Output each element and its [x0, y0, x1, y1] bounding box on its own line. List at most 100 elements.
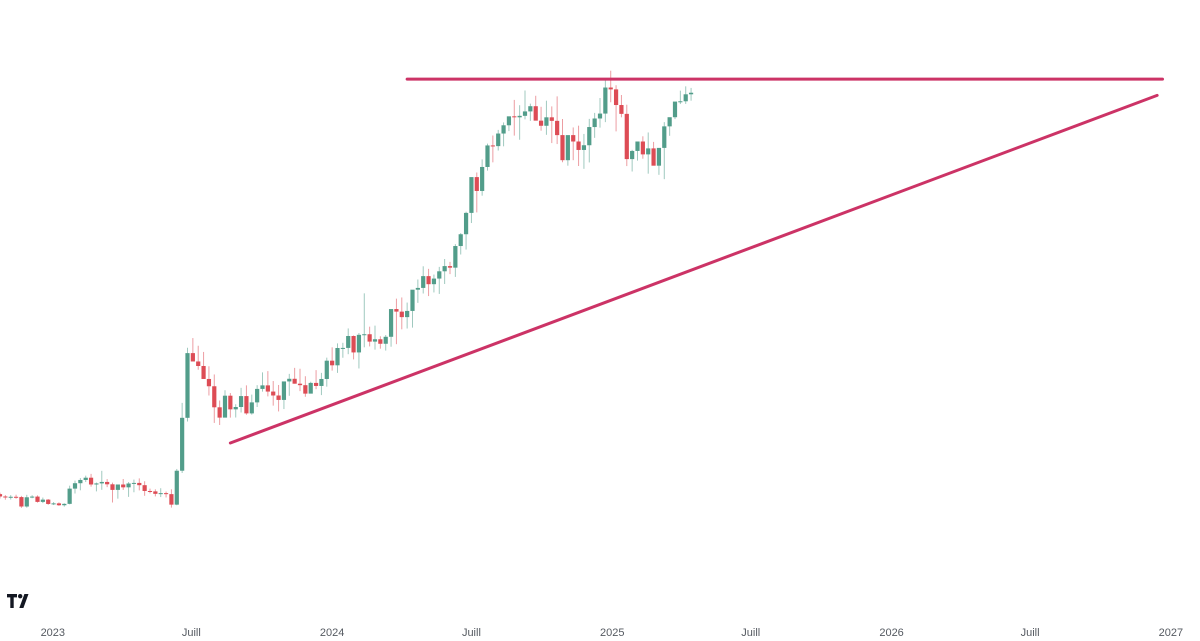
candle [110, 482, 115, 503]
candle-body [163, 493, 169, 495]
candle [517, 105, 522, 140]
candle-body [180, 417, 185, 471]
candle [340, 342, 345, 358]
candle [688, 87, 694, 101]
candle [683, 86, 688, 104]
candle-body [185, 353, 190, 418]
candle-body [388, 309, 394, 337]
candle [238, 387, 244, 413]
candle [351, 335, 356, 360]
candle-body [40, 499, 45, 502]
candle-body [330, 360, 335, 366]
candle [367, 326, 372, 347]
candle [255, 385, 260, 408]
candle [656, 147, 662, 175]
candle [276, 384, 281, 412]
candle-body [19, 497, 24, 507]
candle [83, 475, 88, 483]
candle-body [662, 126, 667, 148]
candle-body [431, 278, 437, 285]
candle [308, 381, 313, 394]
candle-body [3, 496, 8, 498]
candle-body [105, 481, 110, 485]
candle [147, 488, 153, 494]
candle-body [201, 365, 206, 379]
trendline-support[interactable] [228, 93, 1159, 445]
candle-body [222, 395, 228, 418]
candle-body [506, 116, 512, 126]
candle-body [46, 499, 51, 504]
candle-body [206, 378, 212, 387]
candle-body [276, 395, 281, 400]
candle-body [640, 141, 645, 155]
candle [415, 279, 420, 303]
candle [244, 385, 249, 415]
candle [630, 149, 635, 172]
candle-body [646, 148, 651, 155]
candle [265, 371, 270, 397]
candle-body [608, 87, 613, 90]
x-tick-label: Juill [1021, 627, 1040, 639]
candle [372, 325, 378, 350]
candle [506, 116, 512, 132]
candle-body [308, 382, 313, 394]
candle [51, 502, 56, 506]
candle [394, 298, 399, 345]
candle-body [624, 113, 629, 160]
candle-body [383, 336, 388, 344]
x-tick-label: 2027 [1159, 627, 1183, 639]
candle [646, 132, 651, 174]
candle [463, 211, 469, 250]
candle-body [453, 246, 458, 268]
candle [46, 499, 51, 505]
candle-body [313, 382, 319, 386]
candle [388, 309, 394, 347]
candle-body [249, 402, 254, 414]
candle [544, 100, 549, 135]
candle-body [635, 141, 640, 151]
candle [105, 479, 110, 488]
candle-body [667, 117, 672, 127]
candle [555, 96, 560, 145]
candle-body [340, 347, 345, 349]
candle [496, 129, 501, 151]
candle-body [560, 135, 565, 161]
candle-body [688, 92, 694, 95]
candle [597, 97, 603, 128]
candle-body [474, 177, 479, 191]
candle-body [549, 117, 554, 121]
candle [592, 112, 597, 138]
candle-body [372, 339, 378, 342]
tradingview-logo [7, 594, 29, 608]
candle [587, 118, 592, 163]
candle [24, 494, 29, 508]
candle [3, 495, 8, 500]
candle-body [490, 145, 495, 147]
candle [303, 376, 308, 397]
candle-body [233, 407, 238, 410]
candle-body [238, 396, 244, 408]
candle-body [571, 135, 576, 142]
candle [180, 402, 185, 473]
candle [501, 122, 506, 147]
candle [174, 468, 179, 506]
candle [447, 261, 453, 275]
trendline-layer [228, 77, 1164, 445]
candle-body [410, 289, 415, 311]
candle-body [469, 177, 474, 213]
candle-body [597, 113, 603, 119]
candle-body [351, 336, 356, 353]
candle [571, 127, 576, 161]
candle [667, 117, 672, 136]
candle-body [592, 118, 597, 128]
x-axis: 2023 Juill 2024 Juill 2025 Juill 2026 Juill 2027 [41, 627, 1184, 639]
candle [158, 488, 163, 498]
candle [378, 336, 383, 349]
candle [206, 366, 212, 396]
candle-body [72, 483, 78, 489]
candle [335, 343, 340, 373]
candle [40, 497, 45, 504]
candle [228, 393, 233, 418]
candle-body [287, 378, 292, 382]
